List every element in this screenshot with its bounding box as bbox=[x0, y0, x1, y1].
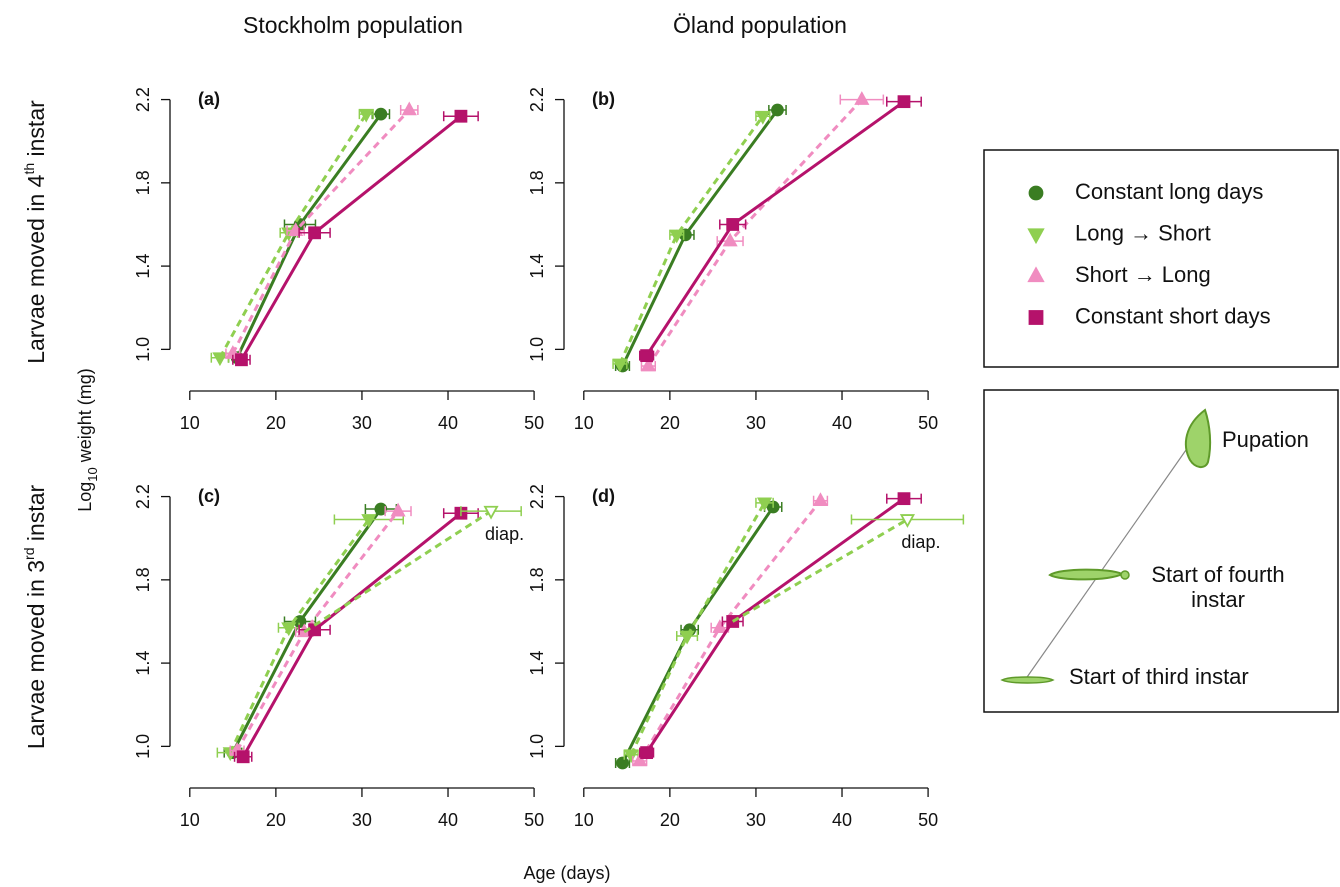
y-tick-label: 2.2 bbox=[133, 484, 153, 509]
point bbox=[727, 219, 738, 230]
y-axis-label: Log10 weight (mg) bbox=[75, 368, 100, 512]
y-tick-label: 1.0 bbox=[527, 734, 547, 759]
x-tick-label: 40 bbox=[438, 413, 458, 433]
y-tick-label: 1.4 bbox=[133, 254, 153, 279]
x-tick-label: 30 bbox=[352, 810, 372, 830]
x-tick-label: 20 bbox=[266, 413, 286, 433]
point bbox=[375, 109, 386, 120]
point bbox=[856, 93, 868, 104]
x-axis-label: Age (days) bbox=[523, 863, 610, 883]
point bbox=[617, 758, 628, 769]
point bbox=[772, 104, 783, 115]
legend-label: Constant short days bbox=[1075, 303, 1271, 328]
row-label-part: Larvae moved in 3 bbox=[23, 560, 49, 749]
x-tick-label: 40 bbox=[832, 413, 852, 433]
y-tick-label: 2.2 bbox=[527, 484, 547, 509]
series-line bbox=[304, 511, 491, 632]
y-tick-label: 1.8 bbox=[133, 170, 153, 195]
x-tick-label: 10 bbox=[574, 413, 594, 433]
y-tick-label: 1.4 bbox=[133, 651, 153, 676]
small-larva-icon bbox=[1002, 677, 1053, 683]
y-tick-label: 1.8 bbox=[133, 567, 153, 592]
y-tick-label: 1.0 bbox=[133, 337, 153, 362]
point bbox=[214, 353, 226, 364]
point bbox=[309, 227, 320, 238]
point bbox=[898, 493, 909, 504]
row-label-part: instar bbox=[23, 100, 49, 163]
y-tick-label: 1.4 bbox=[527, 651, 547, 676]
point bbox=[641, 350, 652, 361]
legend-label: Constant long days bbox=[1075, 179, 1263, 204]
y-tick-label: 1.0 bbox=[527, 337, 547, 362]
y-tick-label: 1.4 bbox=[527, 254, 547, 279]
point bbox=[455, 111, 466, 122]
y-tick-label: 2.2 bbox=[527, 87, 547, 112]
x-tick-label: 50 bbox=[918, 810, 938, 830]
row-label-sup: rd bbox=[21, 547, 37, 559]
y-label-part: weight (mg) bbox=[75, 368, 95, 467]
y-label-sub: 10 bbox=[85, 467, 100, 481]
annotation: diap. bbox=[485, 524, 524, 544]
row-label-part: Larvae moved in 4 bbox=[23, 174, 49, 363]
series-line bbox=[623, 110, 778, 366]
x-tick-label: 50 bbox=[918, 413, 938, 433]
row-label-part: instar bbox=[23, 485, 49, 548]
point bbox=[641, 747, 652, 758]
series-line bbox=[733, 519, 908, 621]
series-line bbox=[233, 110, 409, 354]
annotation: diap. bbox=[901, 532, 940, 552]
stage-label: Pupation bbox=[1222, 427, 1309, 452]
point bbox=[236, 354, 247, 365]
x-tick-label: 30 bbox=[352, 413, 372, 433]
figure: Stockholm population Öland population La… bbox=[0, 0, 1340, 887]
legend-marker bbox=[1030, 187, 1043, 200]
column-title: Öland population bbox=[673, 12, 847, 38]
point bbox=[403, 103, 415, 114]
y-tick-label: 2.2 bbox=[133, 87, 153, 112]
x-tick-label: 50 bbox=[524, 413, 544, 433]
stage-label: Start of third instar bbox=[1069, 664, 1249, 689]
panel-label: (a) bbox=[198, 89, 220, 109]
row-label-sup: th bbox=[21, 163, 37, 175]
x-tick-label: 20 bbox=[660, 413, 680, 433]
y-tick-label: 1.8 bbox=[527, 567, 547, 592]
x-tick-label: 40 bbox=[832, 810, 852, 830]
point bbox=[898, 96, 909, 107]
row-label: Larvae moved in 4th instar bbox=[21, 100, 49, 364]
panel-label: (b) bbox=[592, 89, 615, 109]
y-tick-label: 1.8 bbox=[527, 170, 547, 195]
x-tick-label: 30 bbox=[746, 810, 766, 830]
x-tick-label: 40 bbox=[438, 810, 458, 830]
larva-icon bbox=[1050, 570, 1122, 580]
row-label: Larvae moved in 3rd instar bbox=[21, 485, 49, 750]
x-tick-label: 30 bbox=[746, 413, 766, 433]
x-tick-label: 10 bbox=[574, 810, 594, 830]
y-label-part: Log bbox=[75, 482, 95, 512]
legend-label: Long → Short bbox=[1075, 220, 1211, 245]
legend-marker bbox=[1030, 311, 1043, 324]
x-tick-label: 20 bbox=[660, 810, 680, 830]
panel-label: (d) bbox=[592, 486, 615, 506]
point bbox=[392, 505, 404, 516]
panel-label: (c) bbox=[198, 486, 220, 506]
point bbox=[238, 751, 249, 762]
stage-label: Start of fourth bbox=[1151, 562, 1284, 587]
larva-head bbox=[1121, 571, 1129, 579]
x-tick-label: 50 bbox=[524, 810, 544, 830]
point bbox=[814, 494, 826, 505]
point bbox=[309, 624, 320, 635]
column-title: Stockholm population bbox=[243, 12, 463, 38]
x-tick-label: 10 bbox=[180, 810, 200, 830]
legend-label: Short → Long bbox=[1075, 262, 1211, 287]
stage-label: instar bbox=[1191, 587, 1245, 612]
y-tick-label: 1.0 bbox=[133, 734, 153, 759]
x-tick-label: 20 bbox=[266, 810, 286, 830]
x-tick-label: 10 bbox=[180, 413, 200, 433]
